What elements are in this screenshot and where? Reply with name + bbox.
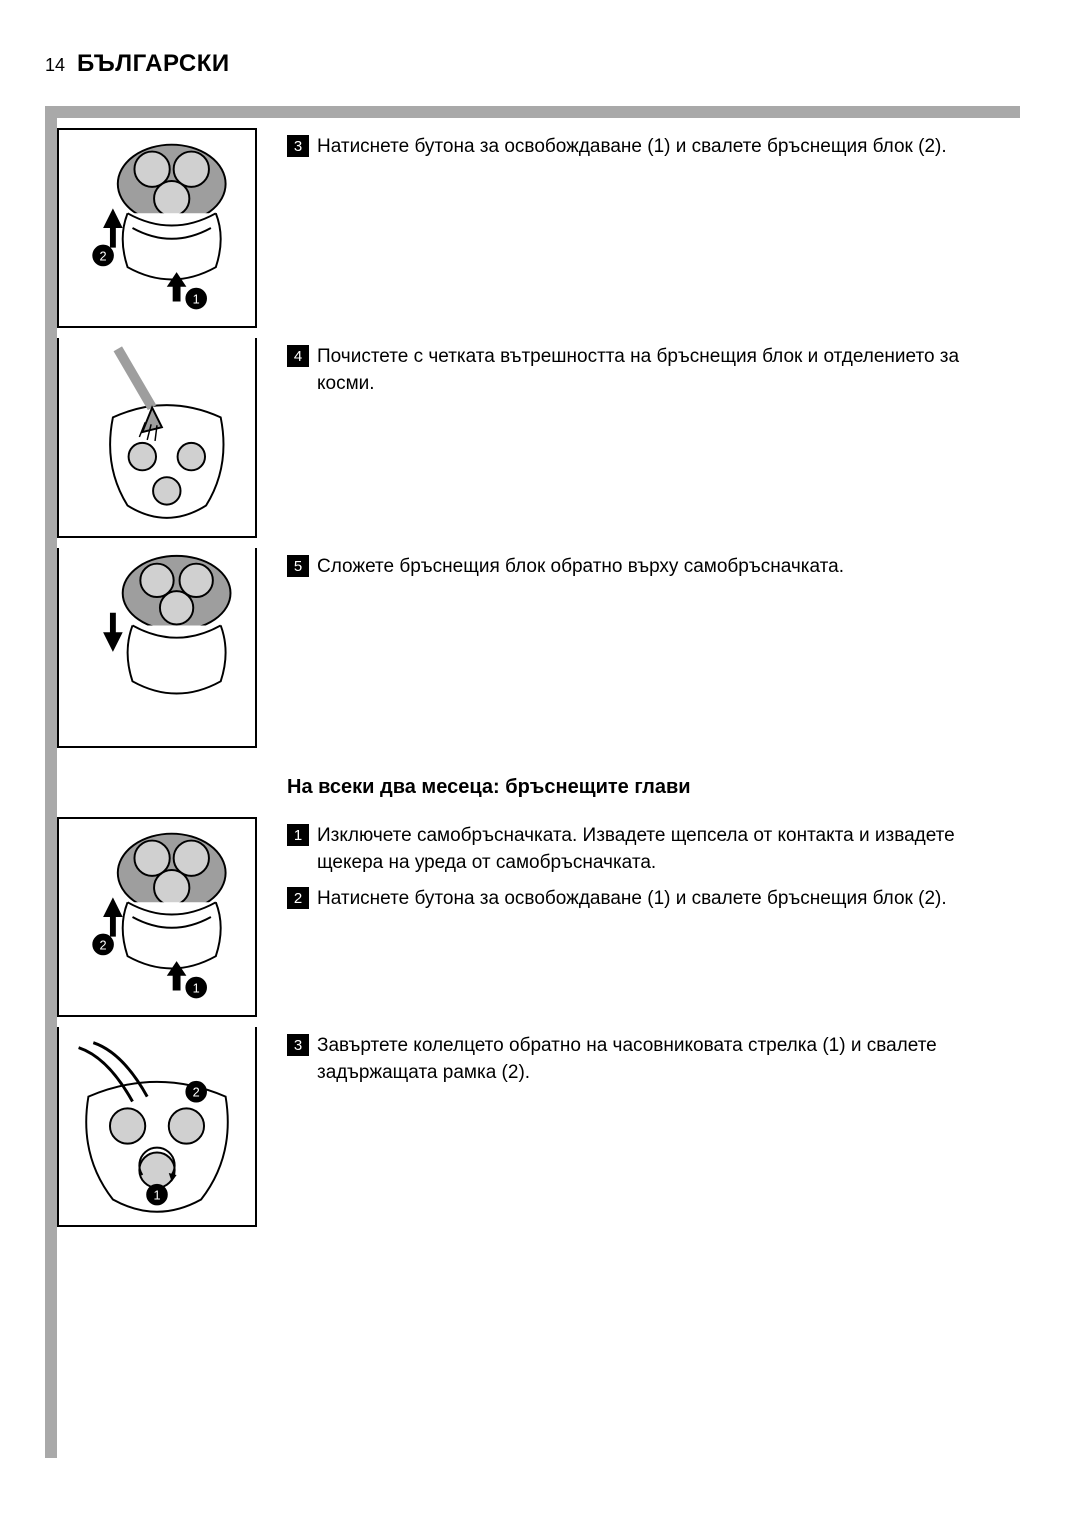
step-text-col: 3 Натиснете бутона за освобождаване (1) …: [257, 128, 1020, 171]
step-row: 4 Почистете с четката вътрешността на бр…: [57, 338, 1020, 538]
step-item: 4 Почистете с четката вътрешността на бр…: [287, 344, 1020, 397]
page-header: 14 БЪЛГАРСКИ: [45, 50, 1020, 78]
step-number-badge: 5: [287, 555, 309, 577]
step-text: Сложете бръснещия блок обратно върху сам…: [317, 554, 844, 581]
step-text: Почистете с четката вътрешността на бръс…: [317, 344, 1020, 397]
step-number-badge: 2: [287, 887, 309, 909]
step-row: 2 1 3 Завъртете колелцето обратно на час…: [57, 1027, 1020, 1227]
step-number-badge: 3: [287, 135, 309, 157]
page-number: 14: [45, 55, 65, 76]
step-text: Натиснете бутона за освобождаване (1) и …: [317, 886, 947, 913]
illustration-shaver-release: 2 1: [57, 128, 257, 328]
svg-text:2: 2: [100, 937, 107, 952]
svg-text:2: 2: [100, 248, 107, 263]
svg-text:1: 1: [153, 1188, 160, 1203]
svg-text:1: 1: [193, 291, 200, 306]
content-area: 2 1 3 Натиснете бутона за освобождаване …: [45, 118, 1020, 1458]
step-item: 3 Завъртете колелцето обратно на часовни…: [287, 1033, 1020, 1086]
illustration-rotate-frame: 2 1: [57, 1027, 257, 1227]
step-number-badge: 4: [287, 345, 309, 367]
illustration-shaver-release-2: 2 1: [57, 817, 257, 1017]
step-item: 5 Сложете бръснещия блок обратно върху с…: [287, 554, 1020, 581]
svg-text:2: 2: [193, 1085, 200, 1100]
illustration-shaver-reattach: [57, 548, 257, 748]
illustration-brush-clean: [57, 338, 257, 538]
step-text: Завъртете колелцето обратно на часовнико…: [317, 1033, 1020, 1086]
step-row: 2 1 1 Изключете самобръсначката. Извадет…: [57, 817, 1020, 1017]
step-text-col: 1 Изключете самобръсначката. Извадете ще…: [257, 817, 1020, 923]
section-heading: На всеки два месеца: бръснещите глави: [287, 776, 1020, 799]
step-text-col: 4 Почистете с четката вътрешността на бр…: [257, 338, 1020, 407]
top-grey-bar: [45, 106, 1020, 118]
step-row: 2 1 3 Натиснете бутона за освобождаване …: [57, 128, 1020, 328]
step-item: 1 Изключете самобръсначката. Извадете ще…: [287, 823, 1020, 876]
svg-text:1: 1: [193, 980, 200, 995]
step-text: Натиснете бутона за освобождаване (1) и …: [317, 134, 947, 161]
step-number-badge: 3: [287, 1034, 309, 1056]
step-text-col: 3 Завъртете колелцето обратно на часовни…: [257, 1027, 1020, 1096]
step-text-col: 5 Сложете бръснещия блок обратно върху с…: [257, 548, 1020, 591]
step-item: 3 Натиснете бутона за освобождаване (1) …: [287, 134, 1020, 161]
step-row: 5 Сложете бръснещия блок обратно върху с…: [57, 548, 1020, 748]
step-item: 2 Натиснете бутона за освобождаване (1) …: [287, 886, 1020, 913]
manual-page: 14 БЪЛГАРСКИ: [0, 0, 1080, 1532]
language-title: БЪЛГАРСКИ: [77, 50, 230, 78]
step-number-badge: 1: [287, 824, 309, 846]
step-text: Изключете самобръсначката. Извадете щепс…: [317, 823, 1020, 876]
